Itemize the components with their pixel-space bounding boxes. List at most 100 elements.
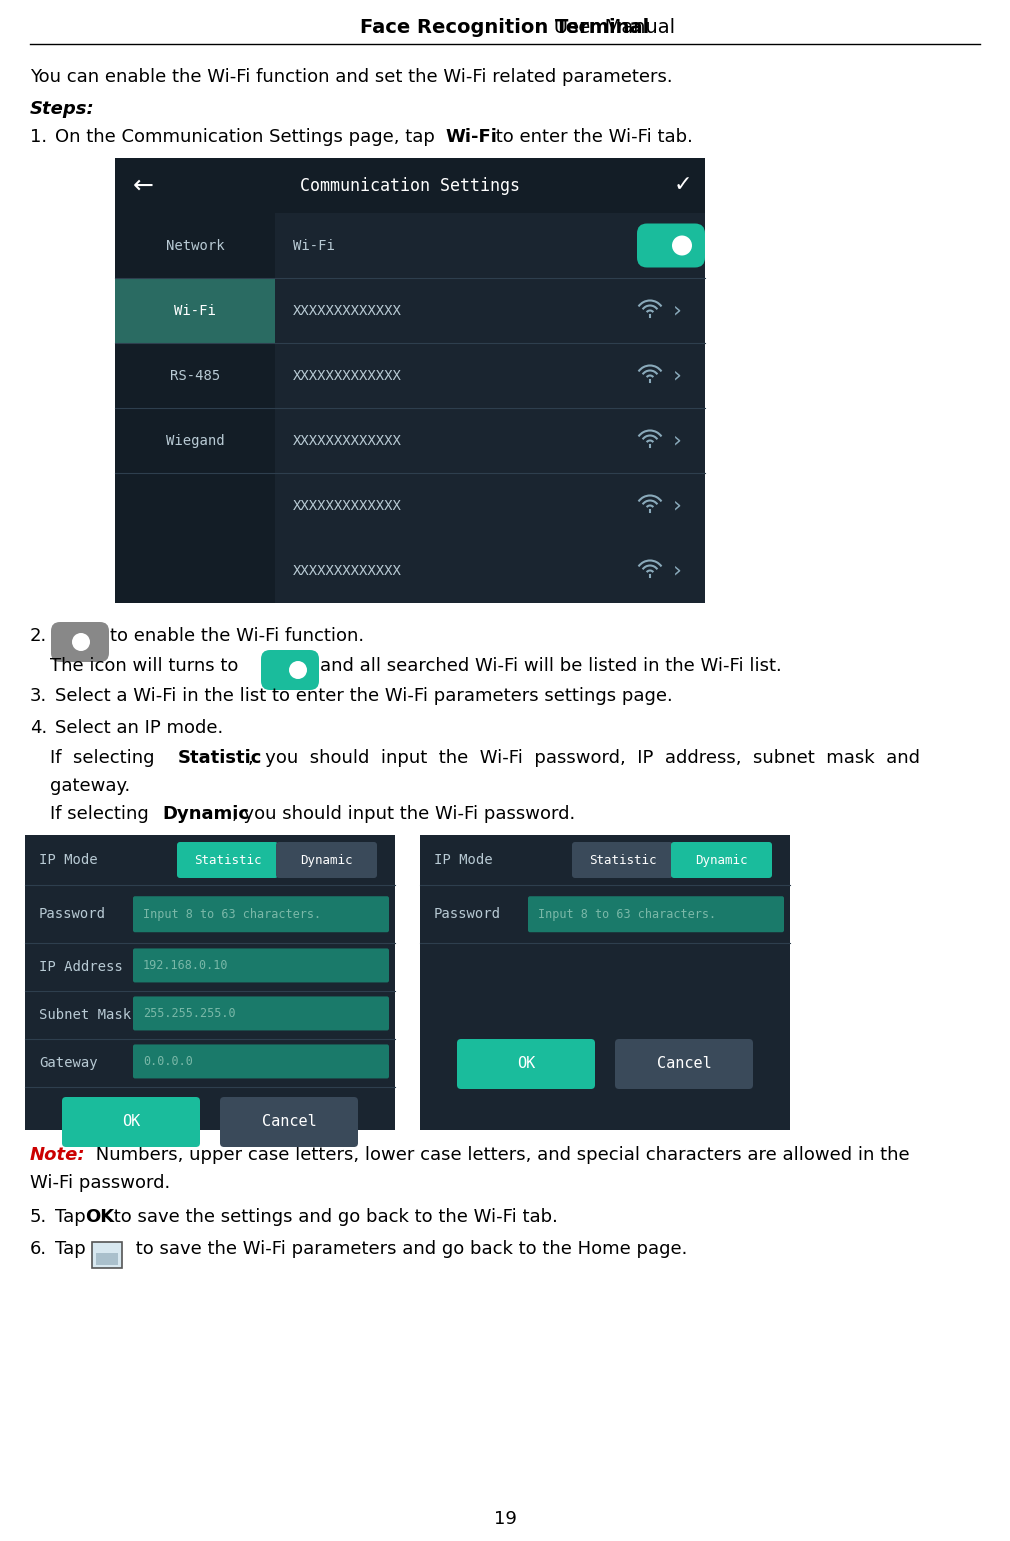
Text: to enter the Wi-Fi tab.: to enter the Wi-Fi tab. [490,128,693,146]
Text: gateway.: gateway. [50,777,130,795]
Text: IP Address: IP Address [39,960,123,974]
Text: Cancel: Cancel [656,1057,711,1071]
FancyBboxPatch shape [572,841,673,878]
Text: Communication Settings: Communication Settings [300,177,520,194]
Text: ›: › [673,300,682,321]
Text: 19: 19 [494,1510,516,1529]
Text: ›: › [673,496,682,516]
Text: OK: OK [85,1208,114,1227]
Text: Password: Password [39,908,106,922]
Text: 1.: 1. [30,128,47,146]
Text: OK: OK [122,1114,140,1130]
Text: Wi-Fi: Wi-Fi [445,128,497,146]
Text: RS-485: RS-485 [170,368,220,382]
Text: Network: Network [166,239,224,253]
FancyBboxPatch shape [637,223,705,268]
Text: Password: Password [434,908,501,922]
Text: to save the Wi-Fi parameters and go back to the Home page.: to save the Wi-Fi parameters and go back… [130,1241,688,1257]
Text: The icon will turns to: The icon will turns to [50,656,238,675]
Text: Dynamic: Dynamic [162,804,249,823]
Text: Cancel: Cancel [262,1114,316,1130]
FancyBboxPatch shape [115,159,705,213]
FancyBboxPatch shape [50,623,109,663]
Text: Statistic: Statistic [178,749,263,767]
Text: ,  you  should  input  the  Wi-Fi  password,  IP  address,  subnet  mask  and: , you should input the Wi-Fi password, I… [248,749,920,767]
FancyBboxPatch shape [275,344,705,408]
Text: Tap: Tap [55,1208,92,1227]
FancyBboxPatch shape [62,1097,200,1147]
Text: 5.: 5. [30,1208,47,1227]
Text: 192.168.0.10: 192.168.0.10 [143,959,228,972]
FancyBboxPatch shape [420,835,790,1130]
Text: Wiegand: Wiegand [166,433,224,447]
FancyBboxPatch shape [615,1039,753,1089]
Text: ›: › [673,365,682,385]
FancyBboxPatch shape [115,344,275,408]
Text: XXXXXXXXXXXXX: XXXXXXXXXXXXX [293,304,402,317]
Text: XXXXXXXXXXXXX: XXXXXXXXXXXXX [293,368,402,382]
FancyBboxPatch shape [276,841,377,878]
Text: Select an IP mode.: Select an IP mode. [55,720,223,737]
Text: and all searched Wi-Fi will be listed in the Wi-Fi list.: and all searched Wi-Fi will be listed in… [320,656,782,675]
Text: Statistic: Statistic [194,854,262,866]
FancyBboxPatch shape [275,473,705,538]
FancyBboxPatch shape [528,897,784,932]
Text: Input 8 to 63 characters.: Input 8 to 63 characters. [143,908,321,920]
Text: Subnet Mask: Subnet Mask [39,1008,131,1022]
FancyBboxPatch shape [115,213,275,277]
FancyBboxPatch shape [115,538,275,603]
FancyBboxPatch shape [457,1039,595,1089]
FancyBboxPatch shape [115,473,275,538]
FancyBboxPatch shape [133,1045,389,1079]
Text: Dynamic: Dynamic [300,854,352,866]
Text: Gateway: Gateway [39,1056,98,1069]
Text: XXXXXXXXXXXXX: XXXXXXXXXXXXX [293,498,402,513]
Text: Numbers, upper case letters, lower case letters, and special characters are allo: Numbers, upper case letters, lower case … [90,1147,910,1163]
Text: to enable the Wi-Fi function.: to enable the Wi-Fi function. [110,627,365,646]
FancyBboxPatch shape [220,1097,358,1147]
Text: ←: ← [132,174,154,197]
Text: OK: OK [517,1057,535,1071]
Text: Wi-Fi: Wi-Fi [293,239,335,253]
FancyBboxPatch shape [133,997,389,1031]
FancyBboxPatch shape [133,948,389,983]
FancyBboxPatch shape [261,650,319,690]
FancyBboxPatch shape [92,1242,122,1268]
Text: Input 8 to 63 characters.: Input 8 to 63 characters. [538,908,716,920]
Text: IP Mode: IP Mode [39,854,98,868]
Text: IP Mode: IP Mode [434,854,493,868]
Circle shape [289,661,307,680]
FancyBboxPatch shape [133,897,389,932]
FancyBboxPatch shape [671,841,772,878]
Text: Select a Wi-Fi in the list to enter the Wi-Fi parameters settings page.: Select a Wi-Fi in the list to enter the … [55,687,673,704]
Text: Face Recognition Terminal: Face Recognition Terminal [361,18,649,37]
Text: Tap: Tap [55,1241,86,1257]
FancyBboxPatch shape [275,538,705,603]
Text: 3.: 3. [30,687,47,704]
Text: 4.: 4. [30,720,47,737]
Text: If  selecting: If selecting [50,749,161,767]
Text: , you should input the Wi-Fi password.: , you should input the Wi-Fi password. [232,804,576,823]
FancyBboxPatch shape [275,277,705,344]
Text: On the Communication Settings page, tap: On the Communication Settings page, tap [55,128,440,146]
Text: Note:: Note: [30,1147,86,1163]
FancyBboxPatch shape [275,213,705,277]
FancyBboxPatch shape [25,835,395,1130]
Text: If selecting: If selecting [50,804,155,823]
Text: Wi-Fi password.: Wi-Fi password. [30,1174,171,1193]
FancyBboxPatch shape [275,408,705,473]
Text: XXXXXXXXXXXXX: XXXXXXXXXXXXX [293,564,402,578]
Text: ✓: ✓ [674,176,692,196]
FancyBboxPatch shape [115,159,705,603]
Text: ›: › [673,561,682,581]
Text: 0.0.0.0: 0.0.0.0 [143,1056,193,1068]
Text: Dynamic: Dynamic [695,854,747,866]
Circle shape [672,236,692,256]
Text: XXXXXXXXXXXXX: XXXXXXXXXXXXX [293,433,402,447]
FancyBboxPatch shape [96,1253,118,1265]
Text: You can enable the Wi-Fi function and set the Wi-Fi related parameters.: You can enable the Wi-Fi function and se… [30,68,673,86]
Text: to save the settings and go back to the Wi-Fi tab.: to save the settings and go back to the … [108,1208,558,1227]
FancyBboxPatch shape [177,841,278,878]
FancyBboxPatch shape [115,408,275,473]
Text: Statistic: Statistic [589,854,656,866]
